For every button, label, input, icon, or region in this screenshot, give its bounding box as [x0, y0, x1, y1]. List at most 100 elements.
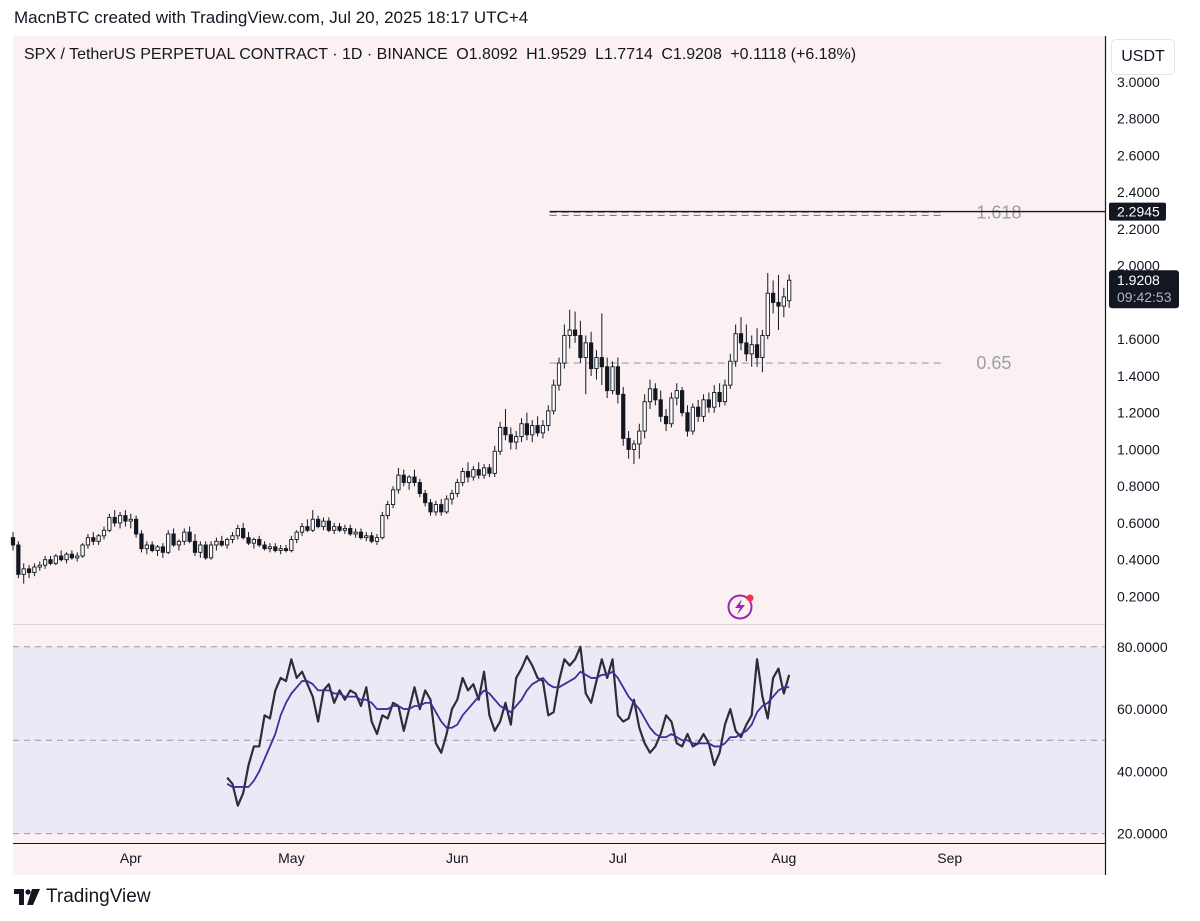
- rsi-guide-lines: [13, 646, 1105, 835]
- candle-body: [235, 528, 240, 537]
- candle-body: [503, 426, 508, 436]
- candle-body: [551, 384, 556, 412]
- candle-body: [706, 399, 711, 408]
- change-value: +0.1118 (+6.18%): [730, 46, 857, 63]
- candle-body: [728, 360, 733, 386]
- candle-body: [241, 528, 246, 539]
- candle-body: [535, 425, 540, 434]
- candle-body: [230, 535, 235, 540]
- rsi-line: [226, 645, 791, 807]
- candlestick-series: [10, 273, 792, 584]
- candle-body: [771, 292, 776, 303]
- candle-body: [198, 544, 203, 553]
- time-axis-ticks: Apr May Jun Jul Aug Sep: [120, 850, 963, 866]
- candle-body: [642, 401, 647, 432]
- candle-body: [246, 537, 251, 544]
- marked-level-badge-text: 2.2945: [1117, 204, 1160, 220]
- candle-body: [690, 406, 695, 432]
- currency-button[interactable]: USDT: [1112, 40, 1174, 74]
- candle-body: [663, 415, 669, 425]
- candle-body: [332, 526, 337, 531]
- candle-body: [310, 518, 315, 531]
- candle-body: [765, 292, 770, 336]
- candle-body: [16, 544, 21, 575]
- price-axis-ticks: 0.2000 0.4000 0.6000 0.8000 1.0000 1.2000 1.40…: [1117, 37, 1160, 604]
- candle-body: [123, 515, 128, 522]
- candle-body: [471, 469, 476, 478]
- candle-body: [337, 526, 342, 531]
- tradingview-logo-icon: [14, 889, 40, 905]
- candle-body: [519, 423, 524, 438]
- footer-brand[interactable]: TradingView: [14, 886, 151, 908]
- candle-body: [294, 531, 299, 540]
- rsi-tick-label: 80.0000: [1117, 639, 1168, 655]
- rsi-lines: [226, 645, 791, 807]
- candle-body: [439, 504, 444, 513]
- candle-body: [423, 493, 428, 504]
- candle-body: [546, 410, 551, 427]
- candle-body: [738, 333, 744, 344]
- candle-body: [192, 540, 198, 553]
- candle-body: [460, 471, 465, 483]
- price-tick-label: 1.2000: [1117, 405, 1160, 421]
- candle-body: [749, 344, 754, 355]
- candle-body: [647, 388, 653, 403]
- candle-body: [787, 279, 792, 302]
- marked-level-badge: [1109, 202, 1166, 221]
- candle-body: [208, 544, 214, 559]
- candle-body: [37, 564, 42, 568]
- symbol-name: SPX / TetherUS PERPETUAL CONTRACT · 1D ·…: [24, 46, 448, 63]
- symbol-legend: SPX / TetherUS PERPETUAL CONTRACT · 1D ·…: [24, 46, 856, 64]
- candle-body: [128, 518, 133, 522]
- price-tick-label: 0.2000: [1117, 588, 1160, 604]
- time-tick-label: Aug: [771, 850, 796, 866]
- candle-body: [407, 476, 412, 483]
- candle-body: [166, 533, 171, 553]
- candle-body: [278, 548, 283, 551]
- candle-body: [455, 482, 460, 494]
- candle-body: [257, 539, 262, 546]
- candle-body: [674, 390, 679, 399]
- footer-brand-text: TradingView: [46, 886, 151, 907]
- price-tick-label: 0.4000: [1117, 552, 1160, 568]
- rsi-tick-label: 20.0000: [1117, 826, 1168, 842]
- candle-body: [524, 423, 529, 436]
- time-tick-label: May: [278, 850, 304, 866]
- candle-body: [583, 342, 588, 359]
- candle-body: [685, 412, 690, 432]
- candle-body: [722, 384, 728, 403]
- candle-body: [10, 537, 16, 546]
- ideas-lightning-icon[interactable]: [727, 594, 754, 620]
- candle-body: [85, 537, 91, 546]
- candle-body: [214, 540, 219, 546]
- candle-body: [487, 467, 492, 474]
- price-tick-label: 2.2000: [1117, 221, 1160, 237]
- candle-body: [401, 474, 406, 483]
- candle-body: [760, 335, 765, 359]
- candle-body: [21, 568, 26, 575]
- candle-body: [326, 520, 331, 531]
- candle-body: [289, 539, 294, 551]
- candle-body: [91, 537, 96, 542]
- candle-body: [594, 357, 599, 370]
- candle-body: [653, 388, 658, 401]
- candle-body: [669, 397, 674, 425]
- candle-body: [171, 533, 176, 546]
- candle-body: [59, 555, 64, 561]
- time-tick-label: Sep: [937, 850, 962, 866]
- candle-body: [481, 467, 487, 476]
- candle-body: [631, 443, 637, 450]
- candle-body: [412, 476, 417, 483]
- candle-body: [219, 540, 224, 546]
- candle-body: [498, 426, 503, 452]
- candle-body: [75, 555, 80, 559]
- candle-body: [610, 366, 615, 392]
- candle-body: [374, 537, 380, 542]
- candle-body: [492, 450, 497, 474]
- candle-body: [283, 548, 289, 551]
- high-value: H1.9529: [526, 46, 587, 63]
- candle-body: [444, 498, 449, 513]
- fib-levels: 1.618 0.65: [549, 202, 1105, 373]
- candle-body: [508, 434, 513, 443]
